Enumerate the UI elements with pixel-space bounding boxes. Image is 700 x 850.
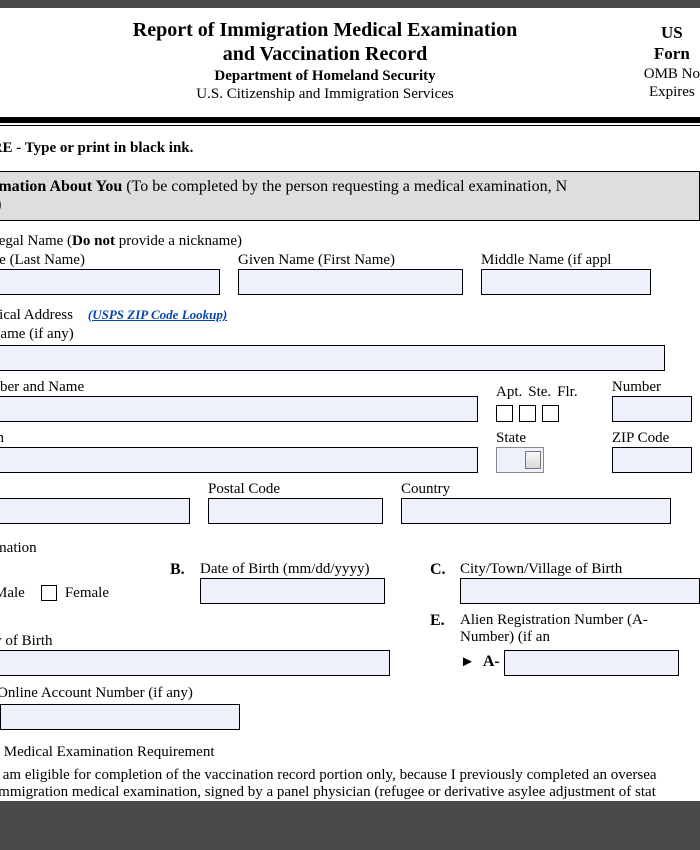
ste-label: Ste. — [528, 384, 551, 401]
province-field[interactable] — [0, 498, 190, 524]
state-dropdown[interactable] — [496, 447, 544, 473]
item-e-letter: E. — [430, 612, 452, 630]
given-name-field[interactable] — [238, 269, 463, 295]
zip-label: ZIP Code — [612, 430, 700, 447]
title-dept: Department of Homeland Security — [0, 68, 680, 85]
part-1-line2: eon.) — [0, 196, 1, 213]
part-1-bar: nformation About You (To be completed by… — [0, 171, 700, 221]
form-header: Report of Immigration Medical Examinatio… — [0, 18, 700, 111]
state-label: State — [496, 430, 594, 447]
province-label: ce — [0, 481, 190, 498]
meta-l2: Forn — [644, 43, 700, 64]
part-1-title: nformation About You — [0, 178, 122, 195]
gender-label: nder — [0, 561, 140, 578]
middle-name-label: Middle Name (if appl — [481, 252, 700, 269]
title-line-1: Report of Immigration Medical Examinatio… — [0, 18, 680, 42]
street-field[interactable] — [0, 396, 478, 422]
city-birth-label: City/Town/Village of Birth — [460, 561, 700, 578]
uscis-field[interactable] — [0, 704, 240, 730]
title-sub: U.S. Citizenship and Immigration Service… — [0, 86, 680, 103]
anumber-field[interactable] — [504, 650, 679, 676]
postal-field[interactable] — [208, 498, 383, 524]
care-of-field[interactable] — [0, 345, 665, 371]
req-text: I am eligible for completion of the vacc… — [0, 767, 700, 801]
part-1-rest: (To be completed by the person requestin… — [122, 178, 567, 195]
title-line-2: and Vaccination Record — [0, 42, 680, 66]
zip-lookup-link[interactable]: (USPS ZIP Code Lookup) — [88, 307, 227, 322]
family-name-label: Name (Last Name) — [0, 252, 220, 269]
apt-label: Apt. — [496, 384, 522, 401]
care-of-label: Of Name (if any) — [0, 326, 700, 343]
pdf-viewer: Report of Immigration Medical Examinatio… — [0, 0, 700, 801]
item-c-letter: C. — [430, 561, 452, 579]
legal-name-intro: ull Legal Name (Do not provide a nicknam… — [0, 233, 700, 250]
city-birth-field[interactable] — [460, 578, 700, 604]
uscis-label: CIS Online Account Number (if any) — [0, 685, 193, 701]
start-here: HERE - Type or print in black ink. — [0, 126, 700, 171]
meta-l3: OMB No — [644, 65, 700, 84]
a-prefix: A- — [483, 653, 500, 670]
anumber-label: Alien Registration Number (A-Number) (if… — [460, 612, 700, 646]
meta-l1: US — [644, 22, 700, 43]
number-label: Number — [612, 379, 700, 396]
female-label: Female — [65, 585, 109, 601]
country-field[interactable] — [401, 498, 671, 524]
number-field[interactable] — [612, 396, 692, 422]
town-label: Town — [0, 430, 478, 447]
dob-label: Date of Birth (mm/dd/yyyy) — [200, 561, 385, 578]
female-checkbox[interactable] — [41, 585, 57, 601]
form-page: Report of Immigration Medical Examinatio… — [0, 8, 700, 801]
ste-checkbox[interactable] — [519, 405, 536, 422]
apt-checkbox[interactable] — [496, 405, 513, 422]
req-heading: ation Medical Examination Requirement — [0, 744, 700, 761]
street-label: Number and Name — [0, 379, 478, 396]
rule-thick — [0, 117, 700, 123]
arrow-icon: ► — [460, 654, 475, 670]
zip-field[interactable] — [612, 447, 692, 473]
country-birth-label: untry of Birth — [0, 633, 400, 650]
chevron-down-icon — [525, 451, 541, 469]
given-name-label: Given Name (First Name) — [238, 252, 463, 269]
male-label: Male — [0, 585, 25, 601]
dob-field[interactable] — [200, 578, 385, 604]
family-name-field[interactable] — [0, 269, 220, 295]
town-field[interactable] — [0, 447, 478, 473]
middle-name-field[interactable] — [481, 269, 651, 295]
country-birth-field[interactable] — [0, 650, 390, 676]
title-block: Report of Immigration Medical Examinatio… — [0, 18, 680, 103]
address-header: Physical Address (USPS ZIP Code Lookup) — [0, 307, 700, 324]
meta-l4: Expires — [644, 83, 700, 102]
form-meta: US Forn OMB No Expires — [644, 22, 700, 102]
country-label: Country — [401, 481, 700, 498]
postal-label: Postal Code — [208, 481, 383, 498]
other-info-heading: nformation — [0, 540, 700, 557]
flr-checkbox[interactable] — [542, 405, 559, 422]
item-b-letter: B. — [170, 561, 192, 579]
flr-label: Flr. — [557, 384, 577, 401]
